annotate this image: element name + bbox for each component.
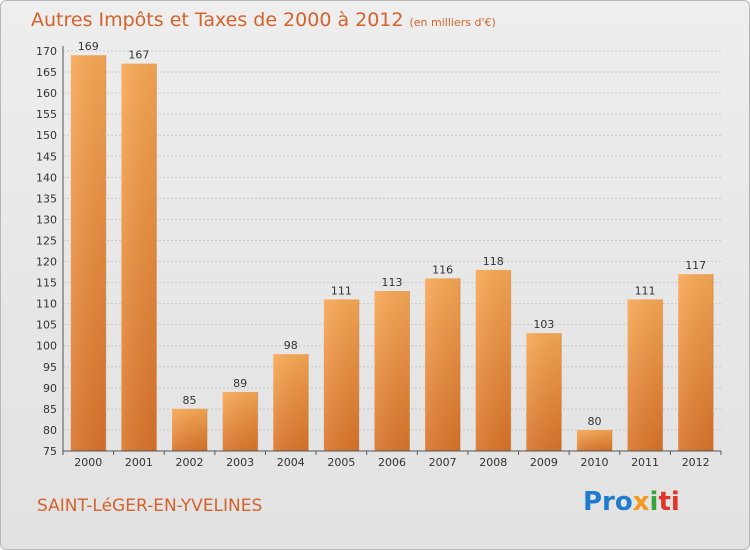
y-tick-label: 145 <box>36 150 57 163</box>
x-tick-label: 2003 <box>226 456 254 469</box>
bar-shade <box>678 274 714 451</box>
x-tick-label: 2000 <box>74 456 102 469</box>
bar-value-label: 117 <box>685 259 706 272</box>
y-tick-label: 140 <box>36 171 57 184</box>
bar-shade <box>121 63 157 451</box>
chart-unit: (en milliers d'€) <box>409 16 496 29</box>
x-tick-label: 2004 <box>277 456 305 469</box>
x-tick-label: 2002 <box>176 456 204 469</box>
y-tick-label: 90 <box>43 382 57 395</box>
bar-shade <box>475 269 511 451</box>
y-tick-label: 110 <box>36 298 57 311</box>
y-tick-label: 150 <box>36 129 57 142</box>
y-tick-label: 85 <box>43 403 57 416</box>
y-tick-label: 80 <box>43 424 57 437</box>
bar-shade <box>425 278 461 451</box>
logo-part-4: ti <box>658 487 680 517</box>
x-tick-label: 2009 <box>530 456 558 469</box>
bar-value-label: 98 <box>284 339 298 352</box>
bar-value-label: 169 <box>78 40 99 53</box>
x-tick-label: 2010 <box>580 456 608 469</box>
y-tick-label: 155 <box>36 108 57 121</box>
bars <box>70 55 714 452</box>
city-name: SAINT-LéGER-EN-YVELINES <box>37 496 263 516</box>
x-tick-label: 2012 <box>682 456 710 469</box>
x-tick-label: 2005 <box>327 456 355 469</box>
bar-value-label: 116 <box>432 263 453 276</box>
y-tick-label: 125 <box>36 234 57 247</box>
axes: 75 80 85 90 95 100 105 110 115 120 125 130 135 140 145… <box>36 45 722 469</box>
bar-shade <box>273 354 309 451</box>
y-tick-label: 100 <box>36 340 57 353</box>
bar-value-label: 167 <box>128 49 149 62</box>
y-tick-label: 120 <box>36 256 57 269</box>
x-tick-label: 2008 <box>479 456 507 469</box>
logo-part-3: i <box>649 487 659 517</box>
bar-shade <box>374 291 410 451</box>
y-tick-label: 75 <box>43 445 57 458</box>
bar-value-label: 89 <box>233 377 247 390</box>
y-tick-label: 130 <box>36 213 57 226</box>
bar-shade <box>323 299 359 451</box>
value-labels: 169 167 85 89 98 111 113 116 118 103 80 111 117 <box>78 40 706 428</box>
x-tick-label: 2011 <box>631 456 659 469</box>
x-tick-label: 2006 <box>378 456 406 469</box>
y-tick-label: 170 <box>36 45 57 58</box>
bar-value-label: 111 <box>331 284 352 297</box>
bar-value-label: 80 <box>587 415 601 428</box>
y-tick-label: 160 <box>36 87 57 100</box>
x-tick-label: 2007 <box>429 456 457 469</box>
bar-shade <box>172 408 208 451</box>
bar-shade <box>222 392 258 451</box>
bar-shade <box>627 299 663 451</box>
chart-title-text: Autres Impôts et Taxes de 2000 à 2012 <box>31 9 404 31</box>
chart-title: Autres Impôts et Taxes de 2000 à 2012 (en… <box>31 9 496 31</box>
logo-part-1: Pro <box>583 487 633 517</box>
bar-shade <box>526 333 562 451</box>
y-tick-label: 135 <box>36 192 57 205</box>
logo-part-2: x <box>632 487 650 517</box>
y-tick-label: 105 <box>36 319 57 332</box>
y-tick-label: 165 <box>36 66 57 79</box>
y-tick-label: 115 <box>36 277 57 290</box>
bar-value-label: 118 <box>483 255 504 268</box>
bar-value-label: 113 <box>382 276 403 289</box>
x-tick-label: 2001 <box>125 456 153 469</box>
bar-value-label: 103 <box>533 318 554 331</box>
bar-value-label: 111 <box>635 284 656 297</box>
bar-value-label: 85 <box>183 394 197 407</box>
y-tick-label: 95 <box>43 361 57 374</box>
proxiti-logo[interactable]: Proxiti <box>583 487 680 517</box>
bar-shade <box>576 429 612 451</box>
bar-shade <box>70 55 106 452</box>
